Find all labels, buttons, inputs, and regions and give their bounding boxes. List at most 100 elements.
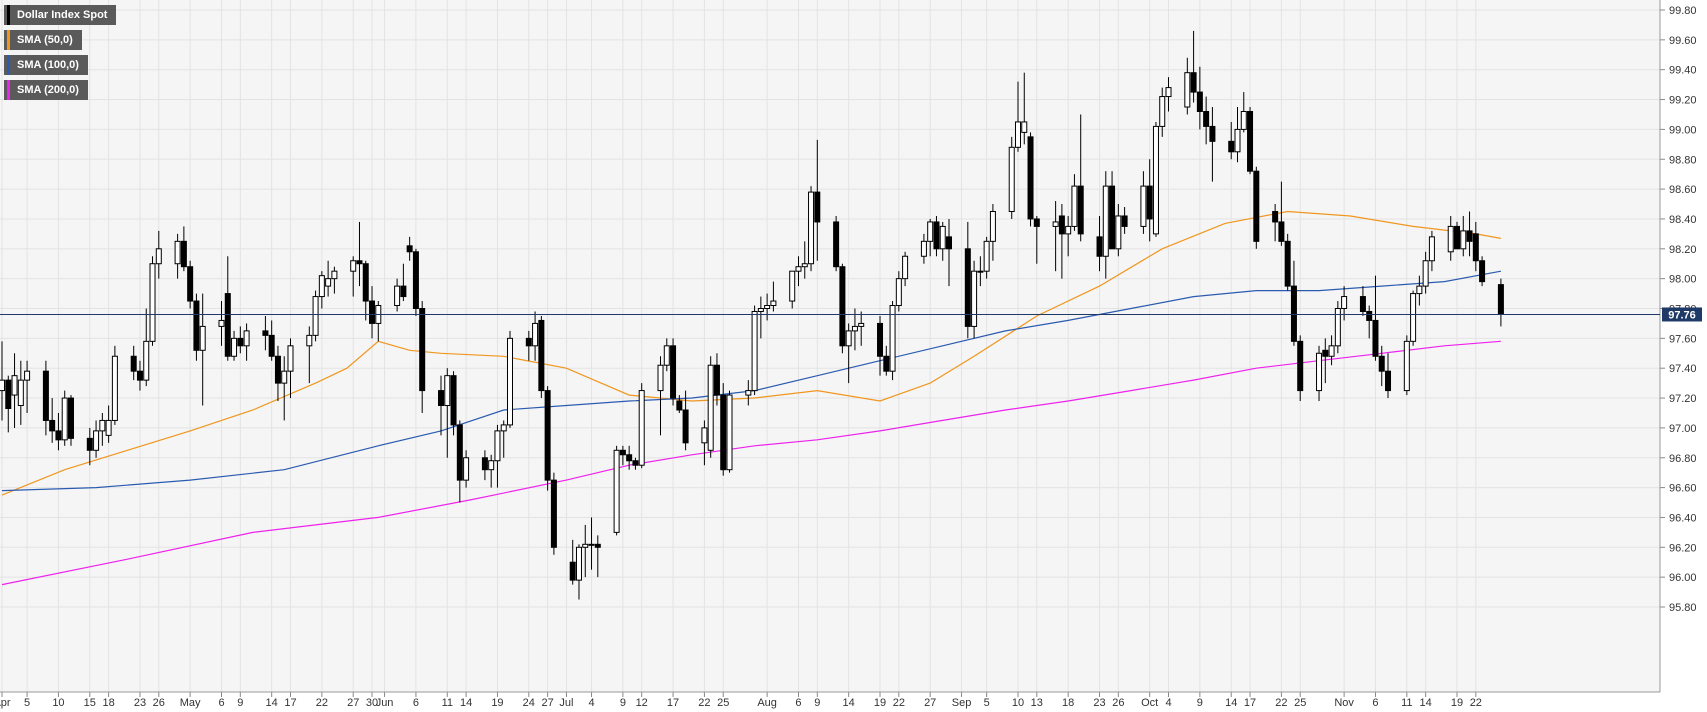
- candle[interactable]: [1065, 215, 1072, 257]
- candle[interactable]: [218, 301, 225, 346]
- candle[interactable]: [902, 251, 909, 287]
- candle[interactable]: [726, 390, 733, 473]
- candle[interactable]: [833, 215, 840, 272]
- candle[interactable]: [1460, 215, 1467, 257]
- candle[interactable]: [933, 215, 940, 257]
- candle[interactable]: [369, 286, 376, 339]
- candle[interactable]: [456, 420, 463, 503]
- candle[interactable]: [525, 330, 532, 361]
- candle[interactable]: [1466, 211, 1473, 257]
- candle[interactable]: [325, 260, 332, 297]
- candle[interactable]: [1297, 335, 1304, 402]
- candle[interactable]: [1228, 121, 1235, 160]
- candle[interactable]: [676, 395, 683, 413]
- candle[interactable]: [506, 330, 513, 428]
- candle[interactable]: [1165, 77, 1172, 112]
- candle[interactable]: [1328, 335, 1335, 366]
- candle[interactable]: [1021, 72, 1028, 145]
- candle[interactable]: [11, 353, 18, 428]
- candle[interactable]: [983, 236, 990, 279]
- candle[interactable]: [1102, 171, 1109, 279]
- candle[interactable]: [657, 356, 664, 436]
- candle[interactable]: [350, 256, 357, 297]
- candle[interactable]: [1190, 30, 1197, 103]
- candle[interactable]: [193, 293, 200, 361]
- candle[interactable]: [224, 256, 231, 361]
- candle[interactable]: [136, 360, 143, 391]
- candle[interactable]: [770, 281, 777, 312]
- candle[interactable]: [61, 390, 68, 446]
- candle[interactable]: [839, 263, 846, 354]
- candle[interactable]: [544, 386, 551, 491]
- candle[interactable]: [500, 420, 507, 458]
- candle[interactable]: [1359, 286, 1366, 316]
- candle[interactable]: [5, 375, 12, 433]
- candle[interactable]: [1410, 290, 1417, 346]
- candle[interactable]: [1203, 96, 1210, 145]
- candle[interactable]: [1322, 338, 1329, 384]
- candle[interactable]: [594, 535, 601, 578]
- candle[interactable]: [1284, 233, 1291, 291]
- candle[interactable]: [143, 308, 150, 387]
- candle[interactable]: [1058, 204, 1065, 279]
- candle[interactable]: [93, 420, 100, 458]
- candle[interactable]: [927, 218, 934, 257]
- candle[interactable]: [1008, 136, 1015, 219]
- candle[interactable]: [187, 260, 194, 309]
- candle[interactable]: [237, 326, 244, 354]
- candle[interactable]: [306, 326, 313, 384]
- candle[interactable]: [858, 311, 865, 346]
- candle[interactable]: [764, 293, 771, 321]
- candle[interactable]: [1272, 204, 1279, 242]
- candle[interactable]: [626, 445, 633, 470]
- candle[interactable]: [588, 517, 595, 570]
- candle[interactable]: [877, 315, 884, 376]
- candle[interactable]: [814, 139, 821, 261]
- candle[interactable]: [1366, 305, 1373, 339]
- candle[interactable]: [1115, 204, 1122, 257]
- candle[interactable]: [1385, 353, 1392, 399]
- candle[interactable]: [638, 383, 645, 469]
- candle[interactable]: [1096, 215, 1103, 272]
- candle[interactable]: [1416, 275, 1423, 306]
- candle[interactable]: [463, 450, 470, 488]
- candle[interactable]: [964, 221, 971, 339]
- candle[interactable]: [532, 311, 539, 361]
- candle[interactable]: [481, 450, 488, 481]
- candle[interactable]: [1121, 207, 1128, 234]
- candle[interactable]: [86, 427, 93, 466]
- candle[interactable]: [49, 398, 56, 443]
- candle[interactable]: [789, 270, 796, 309]
- candle[interactable]: [1146, 159, 1153, 242]
- candle[interactable]: [419, 301, 426, 413]
- candle[interactable]: [149, 256, 156, 346]
- candle[interactable]: [808, 186, 815, 272]
- legend-item-sma50[interactable]: SMA (50,0): [4, 30, 82, 50]
- candle[interactable]: [1033, 215, 1040, 264]
- candle[interactable]: [356, 221, 363, 287]
- candle[interactable]: [199, 293, 206, 406]
- candle[interactable]: [1014, 81, 1021, 152]
- candle[interactable]: [889, 301, 896, 381]
- candle[interactable]: [274, 345, 281, 402]
- candle[interactable]: [1422, 251, 1429, 294]
- candle[interactable]: [130, 345, 137, 381]
- candle[interactable]: [394, 278, 401, 312]
- candle[interactable]: [1159, 87, 1166, 137]
- candle[interactable]: [701, 420, 708, 466]
- candle[interactable]: [174, 233, 181, 279]
- candle[interactable]: [1378, 345, 1385, 387]
- candle[interactable]: [1071, 174, 1078, 231]
- candle[interactable]: [17, 360, 24, 425]
- candle[interactable]: [1184, 57, 1191, 115]
- candle[interactable]: [1140, 171, 1147, 234]
- candle[interactable]: [1052, 201, 1059, 272]
- candle[interactable]: [1247, 107, 1254, 175]
- candle[interactable]: [569, 539, 576, 585]
- candle[interactable]: [632, 457, 639, 470]
- candle[interactable]: [494, 424, 501, 488]
- candle[interactable]: [1027, 132, 1034, 227]
- candle[interactable]: [845, 323, 852, 384]
- candle[interactable]: [1454, 221, 1460, 250]
- candle[interactable]: [262, 315, 269, 351]
